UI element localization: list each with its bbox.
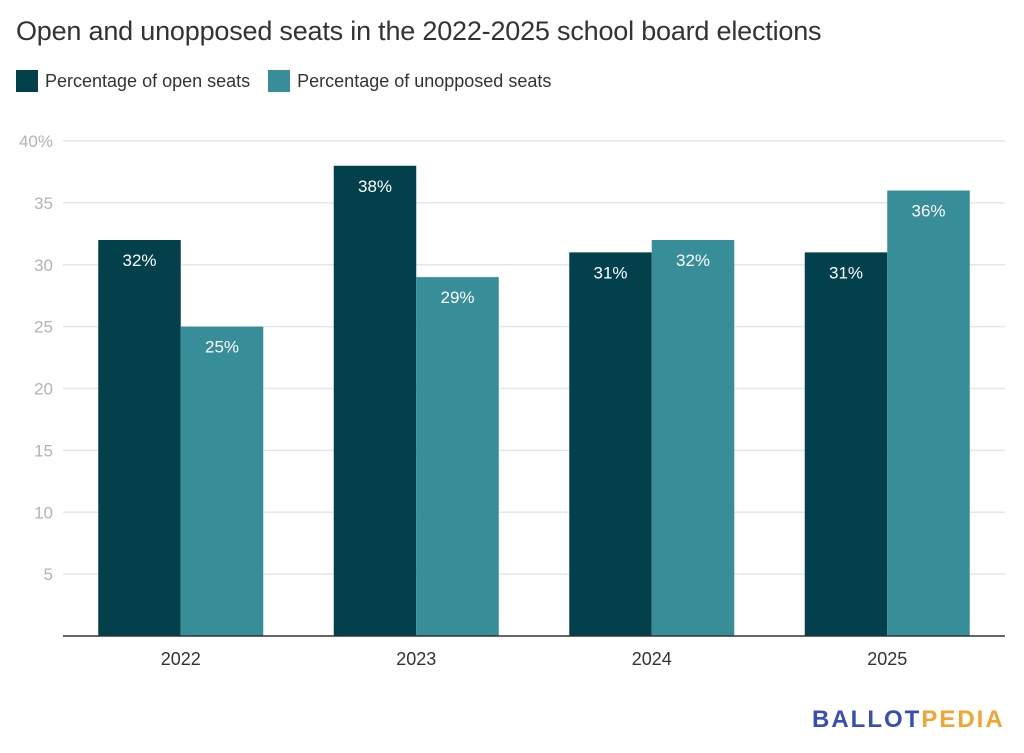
data-label: 31% — [829, 263, 863, 282]
legend-item-open-seats: Percentage of open seats — [16, 70, 250, 92]
y-tick-label: 35 — [34, 194, 53, 213]
data-label: 31% — [593, 263, 627, 282]
legend-item-unopposed-seats: Percentage of unopposed seats — [268, 70, 551, 92]
legend-swatch-open-seats — [16, 70, 38, 92]
x-tick-label: 2022 — [161, 649, 201, 669]
y-tick-label: 10 — [34, 503, 53, 522]
y-tick-label: 30 — [34, 256, 53, 275]
chart-title: Open and unopposed seats in the 2022-202… — [16, 16, 822, 46]
chart-legend: Percentage of open seats Percentage of u… — [16, 70, 569, 92]
data-label: 25% — [205, 338, 239, 357]
bar — [887, 190, 970, 636]
y-tick-label: 25 — [34, 318, 53, 337]
x-tick-label: 2023 — [396, 649, 436, 669]
bar — [333, 165, 417, 636]
logo-part-ballot: BALLOT — [812, 706, 922, 733]
ballotpedia-logo: BALLOTPEDIA — [812, 706, 1005, 734]
bar — [180, 326, 264, 636]
y-tick-label: 5 — [44, 565, 53, 584]
x-tick-label: 2024 — [632, 649, 672, 669]
y-tick-label: 20 — [34, 380, 53, 399]
bar — [98, 240, 181, 636]
data-label: 38% — [358, 177, 392, 196]
bar — [804, 252, 888, 636]
x-tick-label: 2025 — [867, 649, 907, 669]
legend-label-unopposed-seats: Percentage of unopposed seats — [297, 70, 552, 91]
bar — [416, 277, 499, 636]
data-label: 29% — [440, 288, 474, 307]
data-label: 36% — [911, 202, 945, 221]
legend-label-open-seats: Percentage of open seats — [45, 70, 251, 91]
bar — [569, 252, 652, 636]
y-tick-label: 40% — [19, 132, 53, 151]
bar — [651, 240, 735, 636]
logo-part-pedia: PEDIA — [921, 706, 1005, 733]
data-label: 32% — [676, 251, 710, 270]
y-tick-label: 15 — [34, 441, 53, 460]
data-label: 32% — [122, 251, 156, 270]
legend-swatch-unopposed-seats — [268, 70, 291, 92]
